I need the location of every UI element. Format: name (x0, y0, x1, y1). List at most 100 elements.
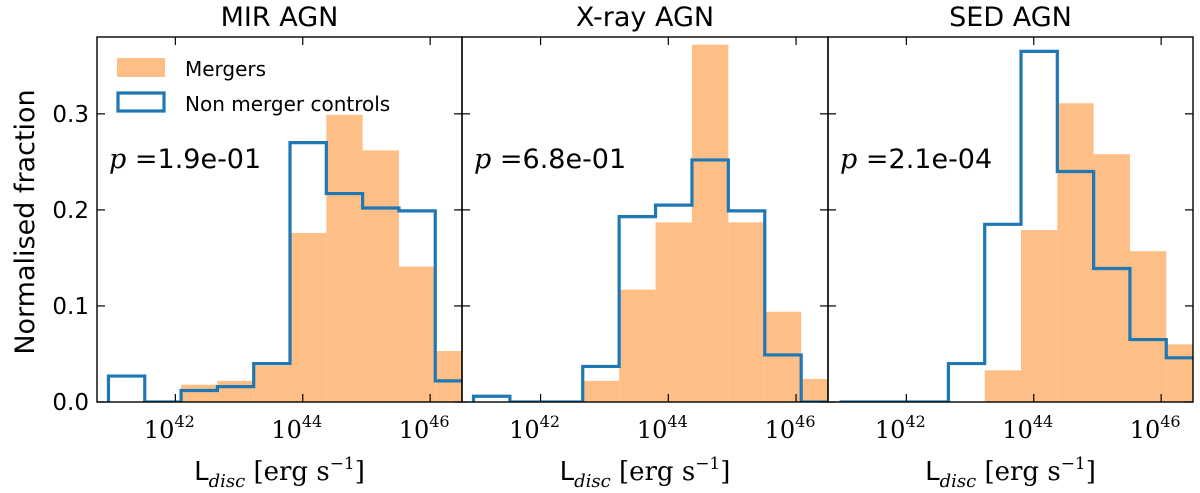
x-tick-label: 1044 (637, 412, 688, 444)
x-label-unit: [erg s (976, 457, 1060, 487)
merger-bar (728, 222, 765, 402)
p-value: 2.1e-04 (889, 144, 993, 175)
legend-mergers-swatch (117, 58, 165, 77)
x-tick-exponent: 42 (905, 412, 925, 431)
p-equals: = (491, 144, 522, 175)
merger-bar (435, 351, 462, 402)
merger-bar (582, 380, 620, 402)
legend-controls-label: Non merger controls (185, 92, 390, 116)
x-tick-exponent: 46 (429, 412, 449, 431)
merger-bar (362, 150, 399, 402)
p-value-annotation: p =2.1e-04 (840, 144, 992, 175)
x-tick-label: 1042 (509, 412, 560, 444)
x-tick-label: 1044 (1002, 412, 1053, 444)
x-tick-label: 1046 (1130, 412, 1181, 444)
x-label-subscript: disc (574, 471, 611, 492)
x-tick-base: 10 (765, 416, 796, 444)
panel-title: MIR AGN (221, 2, 339, 33)
x-tick-base: 10 (1002, 416, 1033, 444)
y-tick-label: 0.2 (52, 198, 89, 224)
p-equals: = (857, 144, 888, 175)
panel-title: X-ray AGN (576, 2, 714, 33)
y-axis-label: Normalised fraction (10, 89, 41, 354)
x-tick-exponent: 42 (174, 412, 194, 431)
merger-bar (655, 222, 692, 402)
merger-bar (691, 44, 729, 402)
legend-mergers-label: Mergers (185, 57, 266, 81)
merger-bar (181, 384, 218, 402)
merger-bar (1057, 103, 1094, 402)
x-label-unit-exponent: −1 (1061, 454, 1086, 474)
p-value: 1.9e-01 (158, 144, 262, 175)
x-label-subscript: disc (209, 471, 246, 492)
x-tick-exponent: 44 (1033, 412, 1053, 431)
p-value-annotation: p =1.9e-01 (109, 144, 261, 175)
x-label-unit: [erg s (245, 457, 329, 487)
merger-bar (619, 289, 656, 402)
merger-bar (764, 311, 802, 402)
merger-bar (1129, 251, 1167, 402)
control-step-line (106, 141, 462, 402)
x-label-subscript: disc (940, 471, 977, 492)
p-value: 6.8e-01 (523, 144, 627, 175)
merger-bar (1021, 230, 1058, 402)
x-axis-label: Ldisc [erg s−1] (560, 454, 731, 492)
merger-bar (984, 370, 1022, 402)
panel-frame (827, 36, 1194, 403)
merger-bar (801, 378, 828, 402)
x-tick-base: 10 (1130, 416, 1161, 444)
x-tick-exponent: 46 (795, 412, 815, 431)
x-label-main: L (560, 457, 575, 487)
x-axis-label: Ldisc [erg s−1] (194, 454, 365, 492)
x-label-unit: [erg s (611, 457, 695, 487)
p-equals: = (126, 144, 157, 175)
plot-area (106, 114, 462, 402)
x-tick-base: 10 (875, 416, 906, 444)
merger-bar (290, 232, 327, 402)
x-tick-base: 10 (144, 416, 175, 444)
legend-controls-swatch (116, 91, 166, 113)
x-tick-exponent: 44 (302, 412, 322, 431)
plot-area (839, 49, 1193, 402)
x-tick-exponent: 44 (667, 412, 687, 431)
x-tick-base: 10 (271, 416, 302, 444)
merger-bar (253, 365, 291, 402)
x-tick-exponent: 42 (540, 412, 560, 431)
x-tick-label: 1044 (271, 412, 322, 444)
merger-bar (1093, 154, 1130, 402)
x-label-unit-close: ] (720, 457, 730, 487)
p-symbol: p (109, 144, 126, 175)
x-axis-label: Ldisc [erg s−1] (925, 454, 1096, 492)
x-tick-label: 1046 (765, 412, 816, 444)
merger-bar (1166, 344, 1193, 402)
control-step-line (471, 158, 828, 402)
y-tick-label: 0.1 (52, 294, 89, 320)
plot-area (471, 44, 828, 402)
p-value-annotation: p =6.8e-01 (474, 144, 626, 175)
x-tick-exponent: 46 (1160, 412, 1180, 431)
p-symbol: p (840, 144, 857, 175)
x-tick-label: 1042 (875, 412, 926, 444)
x-tick-label: 1046 (399, 412, 450, 444)
x-label-unit-close: ] (355, 457, 365, 487)
p-symbol: p (474, 144, 491, 175)
control-step-line (839, 49, 1193, 402)
x-tick-base: 10 (509, 416, 540, 444)
merger-bar (398, 266, 436, 402)
y-tick-label: 0.3 (52, 102, 89, 128)
y-tick-label: 0.0 (52, 390, 89, 416)
merger-bar (217, 380, 254, 402)
x-label-main: L (194, 457, 209, 487)
x-label-unit-close: ] (1086, 457, 1096, 487)
panel-title: SED AGN (949, 2, 1072, 33)
merger-bar (326, 114, 363, 402)
x-label-main: L (925, 457, 940, 487)
x-tick-base: 10 (399, 416, 430, 444)
x-tick-label: 1042 (144, 412, 195, 444)
x-label-unit-exponent: −1 (330, 454, 355, 474)
x-label-unit-exponent: −1 (695, 454, 720, 474)
